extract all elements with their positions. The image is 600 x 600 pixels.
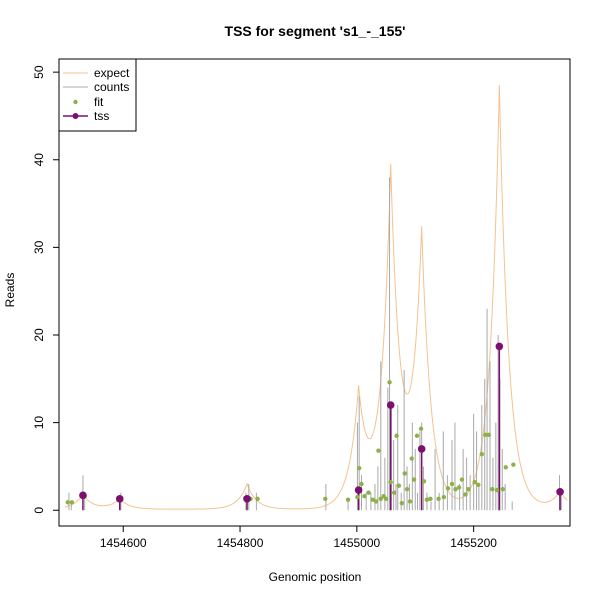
fit-point	[65, 500, 70, 505]
fit-point	[463, 492, 468, 497]
fit-point	[373, 499, 379, 504]
plot-frame	[58, 58, 571, 527]
tss-point	[556, 488, 564, 496]
x-axis: 1454600 1454800 1455000 1455200	[100, 526, 497, 550]
expect-curve	[64, 85, 568, 510]
y-tick-label: 40	[32, 153, 46, 167]
fit-point	[362, 494, 367, 499]
fit-point	[376, 448, 381, 453]
legend: expect counts fit tss	[58, 58, 137, 132]
fit-point	[472, 479, 478, 485]
legend-swatch-tss-point	[72, 113, 79, 119]
legend-label-expect: expect	[94, 66, 130, 80]
y-axis-label: Reads	[3, 273, 17, 308]
fit-point	[511, 462, 516, 467]
fit-point	[409, 456, 414, 461]
fit-point	[421, 479, 427, 484]
tss-point	[79, 491, 87, 500]
x-tick-label: 1455200	[450, 536, 497, 550]
fit-point	[392, 490, 397, 495]
fit-point	[404, 487, 410, 492]
fit-point	[456, 485, 462, 490]
fit-point	[490, 487, 495, 492]
tss-stem-layer	[82, 346, 561, 511]
fit-point	[69, 500, 75, 505]
tss-point	[386, 401, 395, 409]
fit-point	[394, 433, 399, 438]
fit-point	[449, 481, 455, 487]
tss-point	[115, 495, 124, 503]
fit-point	[459, 477, 465, 482]
fit-point	[503, 465, 508, 470]
fit-point	[479, 451, 485, 457]
x-tick-label: 1454800	[217, 536, 264, 550]
legend-label-fit: fit	[94, 95, 104, 109]
fit-point	[356, 465, 362, 471]
fit-point	[411, 477, 417, 482]
fit-point	[441, 494, 447, 500]
chart-title: TSS for segment 's1_-_155'	[225, 23, 406, 39]
expect-curve-layer	[64, 85, 568, 510]
tss-point	[495, 342, 504, 351]
tss-point-layer	[79, 342, 564, 503]
fit-point	[383, 496, 389, 502]
fit-point	[418, 426, 424, 431]
fit-point	[407, 499, 413, 504]
fit-point	[355, 494, 360, 500]
fit-point	[366, 490, 371, 495]
y-tick-label: 20	[32, 328, 46, 342]
fit-point	[466, 487, 471, 492]
legend-box	[58, 58, 137, 132]
fit-point	[378, 496, 383, 502]
fit-point	[476, 482, 481, 488]
tss-point	[417, 445, 426, 453]
x-axis-label: Genomic position	[269, 570, 362, 584]
fit-point	[402, 471, 407, 476]
y-tick-label: 10	[32, 416, 46, 430]
counts-layer	[68, 177, 562, 511]
fit-point	[483, 432, 488, 438]
fit-point	[359, 481, 364, 487]
fit-point	[436, 496, 441, 502]
fit-point	[486, 432, 492, 438]
fit-point	[255, 496, 260, 502]
fit-point	[388, 479, 393, 485]
legend-label-tss: tss	[94, 109, 109, 123]
fit-point	[494, 487, 500, 493]
legend-swatch-fit	[73, 99, 78, 105]
x-tick-label: 1455000	[333, 536, 380, 550]
fit-point	[424, 497, 430, 502]
y-tick-label: 0	[32, 507, 46, 514]
y-tick-label: 50	[32, 65, 46, 79]
y-tick-label: 30	[32, 240, 46, 254]
fit-point	[428, 496, 433, 502]
tss-point	[354, 486, 363, 494]
fit-point	[453, 487, 458, 492]
fit-point	[500, 487, 506, 492]
fit-point	[323, 496, 328, 502]
fit-point	[399, 501, 405, 506]
x-tick-label: 1454600	[100, 536, 147, 550]
fit-point	[387, 380, 392, 385]
fit-point	[345, 497, 351, 502]
fit-point	[370, 497, 375, 502]
fit-point	[445, 486, 451, 491]
legend-label-counts: counts	[94, 80, 129, 94]
tss-point	[243, 495, 251, 503]
y-axis: 0 10 20 30 40 50	[32, 65, 59, 514]
fit-point	[414, 433, 420, 438]
fit-point	[396, 483, 402, 488]
